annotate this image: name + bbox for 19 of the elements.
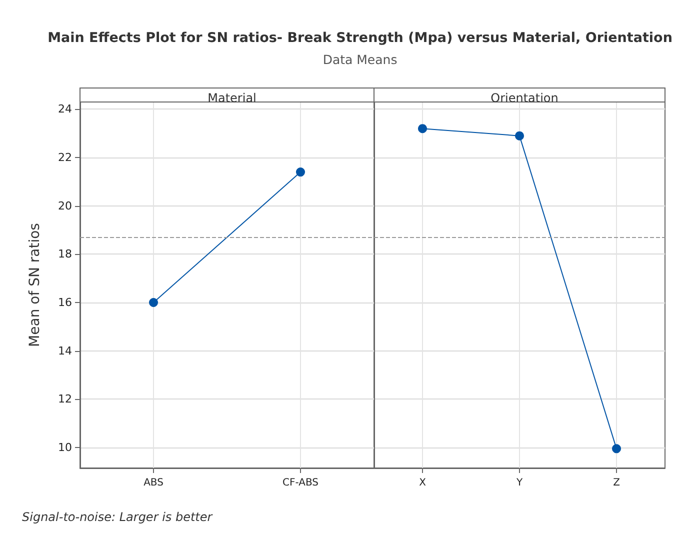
- y-tick-label: 18: [58, 248, 72, 261]
- y-tick-label: 10: [58, 440, 72, 454]
- y-tick-label: 14: [58, 344, 72, 358]
- y-axis-title: Mean of SN ratios: [27, 223, 43, 347]
- y-tick-label: 22: [58, 151, 72, 164]
- y-tick-label: 12: [58, 392, 72, 406]
- x-tick-label: Y: [515, 478, 524, 488]
- x-tick-label: X: [419, 478, 426, 488]
- chart-title: Orientation: [490, 91, 558, 105]
- x-tick-label: CF-ABS: [282, 478, 318, 488]
- y-tick-label: 24: [58, 102, 72, 116]
- y-tick-label: 16: [58, 296, 72, 310]
- x-tick-label: Z: [613, 478, 620, 488]
- text: Data Means: [322, 52, 398, 67]
- chart-title: Material: [208, 91, 256, 105]
- y-tick-label: 20: [58, 199, 72, 212]
- text: Signal-to-noise: Larger is better: [22, 510, 214, 524]
- x-tick-label: ABS: [144, 478, 164, 488]
- text: Main Effects Plot for SN ratios- Break Strength (Mpa) versus Material, Orientation: [48, 30, 672, 46]
